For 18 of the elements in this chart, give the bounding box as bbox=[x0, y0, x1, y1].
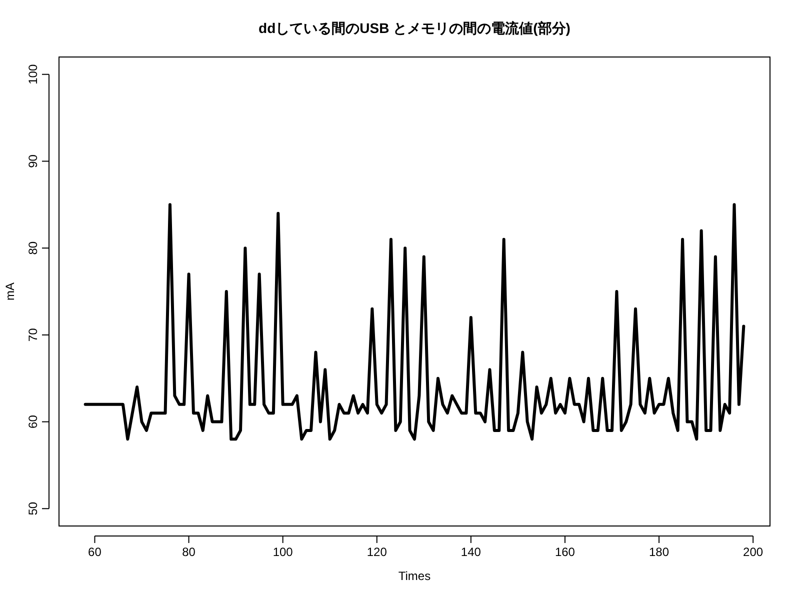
x-tick-label: 160 bbox=[554, 545, 576, 559]
y-tick-label: 60 bbox=[26, 414, 40, 428]
x-tick-label: 80 bbox=[182, 545, 196, 559]
y-tick-label: 100 bbox=[26, 64, 40, 84]
x-tick-label: 100 bbox=[272, 545, 294, 559]
y-axis-title: mA bbox=[3, 282, 17, 300]
x-tick-label: 140 bbox=[460, 545, 482, 559]
y-tick-label: 80 bbox=[26, 241, 40, 255]
x-tick-label: 200 bbox=[743, 545, 764, 559]
chart-title: ddしている間のUSB とメモリの間の電流値(部分) bbox=[258, 20, 570, 36]
y-tick-label: 70 bbox=[26, 328, 40, 342]
x-tick-label: 180 bbox=[649, 545, 670, 559]
y-tick-label: 90 bbox=[26, 154, 40, 168]
x-axis-title: Times bbox=[398, 569, 431, 583]
line-series bbox=[84, 203, 746, 441]
y-tick-label: 50 bbox=[26, 502, 40, 516]
x-tick-label: 60 bbox=[88, 545, 102, 559]
x-tick-label: 120 bbox=[366, 545, 388, 559]
